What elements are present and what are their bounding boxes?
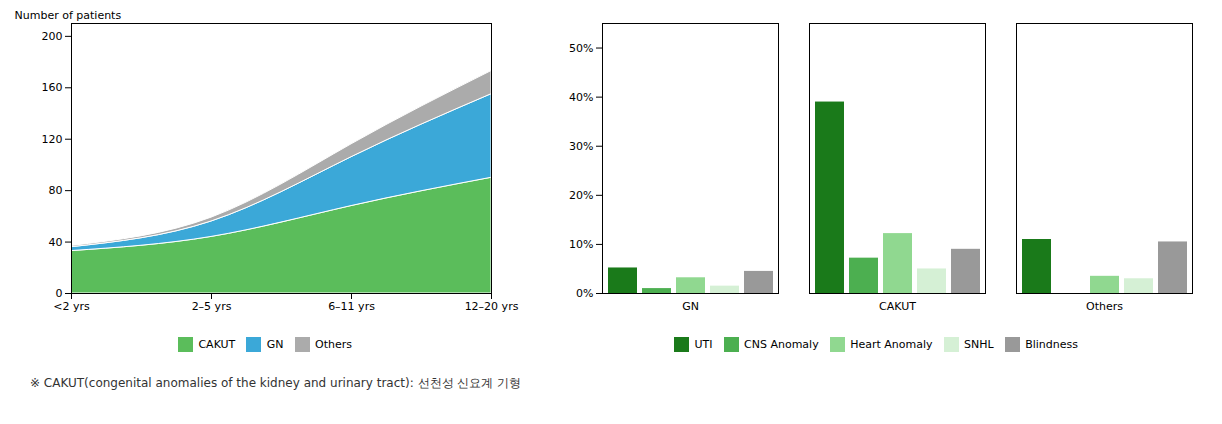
svg-text:160: 160 [41, 81, 62, 94]
html-text:UTI: UTI [694, 338, 713, 351]
svg-text:20%: 20% [569, 189, 593, 202]
svg-text:2–5 yrs: 2–5 yrs [191, 300, 231, 313]
svg-text:Others: Others [1086, 300, 1123, 313]
svg-text:40%: 40% [569, 91, 593, 104]
svg-text:10%: 10% [569, 238, 593, 251]
svg-text:<2 yrs: <2 yrs [53, 300, 90, 313]
html-text:SNHL: SNHL [964, 338, 994, 351]
svg-text:120: 120 [41, 133, 62, 146]
svg-text:CAKUT: CAKUT [879, 300, 916, 313]
svg-text:6–11 yrs: 6–11 yrs [328, 300, 375, 313]
svg-text:GN: GN [682, 300, 699, 313]
svg-text:30%: 30% [569, 140, 593, 153]
html-text:GN: GN [266, 338, 284, 351]
svg-text:12–20 yrs: 12–20 yrs [464, 300, 518, 313]
html-text:CAKUT: CAKUT [198, 338, 236, 351]
html-text:CNS Anomaly: CNS Anomaly [744, 338, 819, 351]
svg-text:40: 40 [48, 236, 62, 249]
html-text:Blindness: Blindness [1025, 338, 1078, 351]
svg-text:0: 0 [55, 287, 62, 300]
svg-text:Number of patients: Number of patients [14, 9, 121, 22]
html-text:Others: Others [315, 338, 353, 351]
html-text:Heart Anomaly: Heart Anomaly [850, 338, 933, 351]
svg-text:0%: 0% [576, 287, 593, 300]
html-text:※ CAKUT(congenital anomalies o: ※ CAKUT(congenital anomalies of the kidn… [30, 375, 522, 390]
svg-text:50%: 50% [569, 42, 593, 55]
svg-text:80: 80 [48, 184, 62, 197]
svg-text:200: 200 [41, 30, 62, 43]
